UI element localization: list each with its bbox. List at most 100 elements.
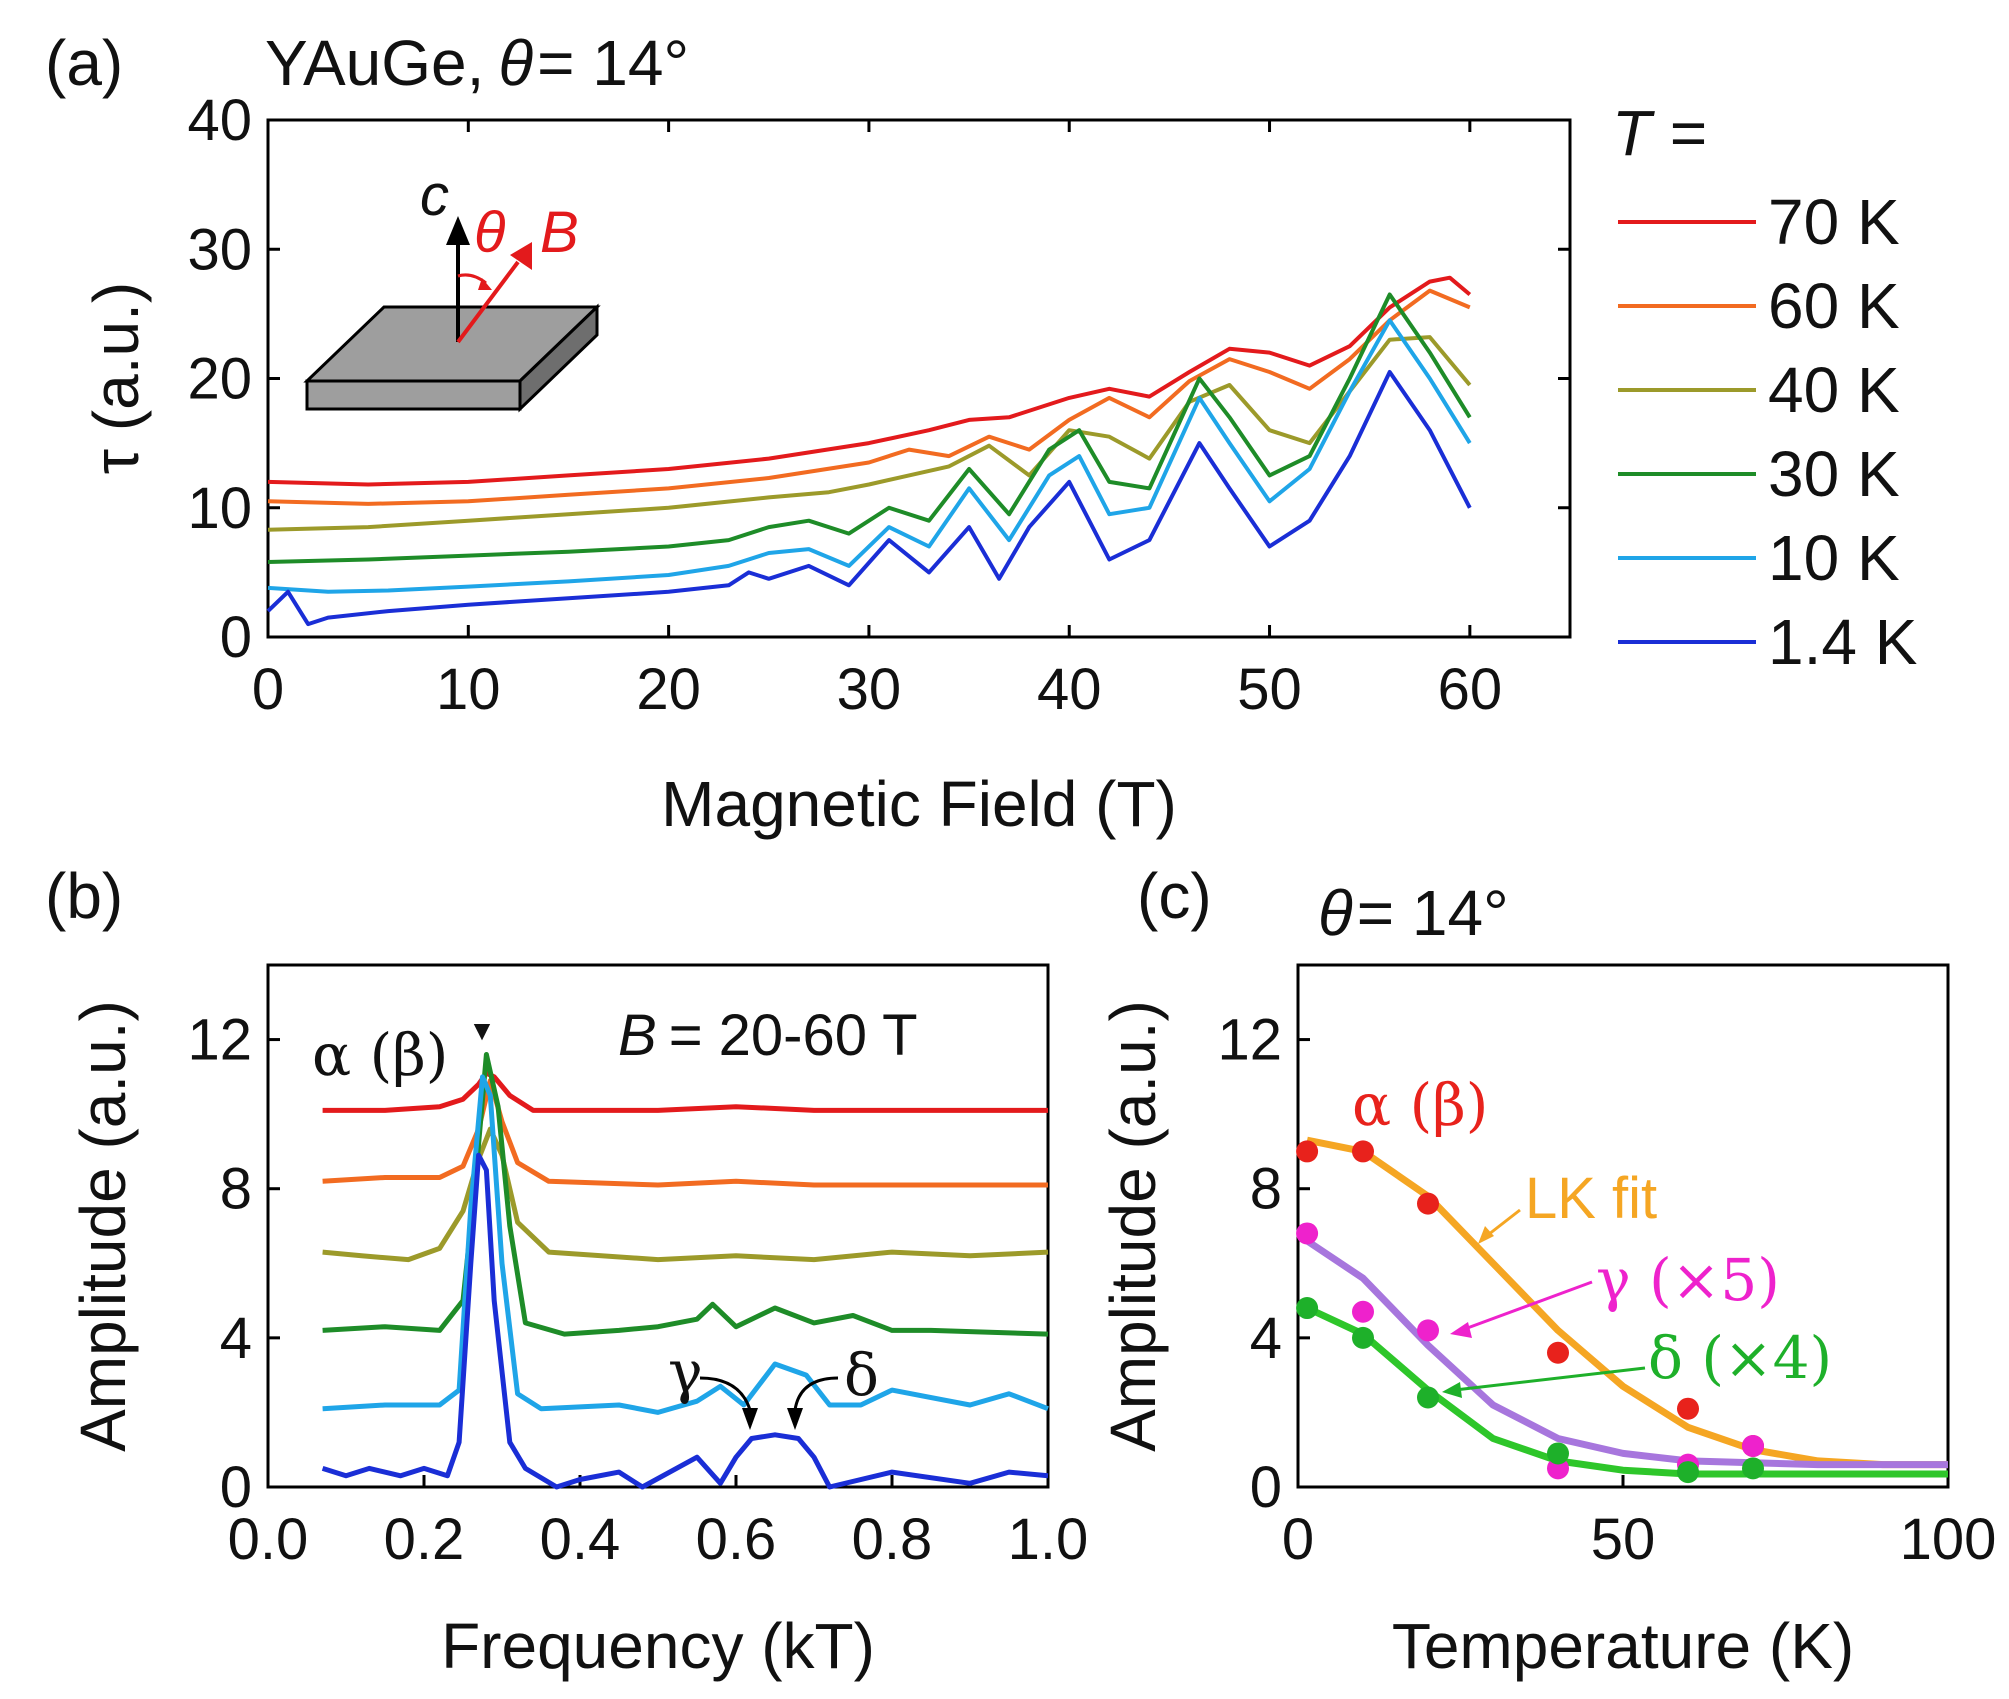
lk-arrowhead — [1478, 1226, 1494, 1244]
panel-b-spectrum-1 — [322, 1078, 1048, 1188]
gamma-c-arrow — [1461, 1280, 1593, 1332]
panel-a-title-prefix: YAuGe, — [265, 27, 484, 99]
b-field-arrowhead — [510, 242, 532, 270]
panel-c-title-suffix: = 14° — [1357, 877, 1509, 949]
panel-b-ylabel: Amplitude (a.u.) — [67, 1000, 139, 1452]
panel-c-point-0-2 — [1417, 1192, 1439, 1215]
panel-c-ylabel: Amplitude (a.u.) — [1097, 1000, 1169, 1452]
panel-b-xlabel: Frequency (kT) — [441, 1610, 875, 1682]
panel-c-ytick-label: 8 — [1250, 1157, 1282, 1222]
panel-c-fit-curve-1 — [1305, 1237, 1948, 1469]
panel-a-xlabel: Magnetic Field (T) — [661, 768, 1177, 840]
panel-b-gamma-label: γ — [668, 1338, 703, 1406]
panel-a-xtick-label: 30 — [837, 657, 902, 722]
panel-b-ytick-label: 8 — [220, 1157, 252, 1222]
panel-c-xtick-label: 0 — [1282, 1507, 1314, 1572]
panel-c-ytick-label: 4 — [1250, 1306, 1282, 1371]
panel-b-label: (b) — [45, 860, 123, 932]
panel-c-point-1-5 — [1742, 1434, 1764, 1457]
panel-a-series-line-2 — [267, 335, 1472, 532]
panel-b-frame — [266, 963, 1050, 1489]
panel-c-point-1-1 — [1352, 1300, 1374, 1323]
panel-a-label: (a) — [45, 27, 123, 99]
inset-theta-label: θ — [474, 200, 505, 265]
panel-b-peak-label: α (β) — [312, 1021, 448, 1089]
panel-a-ylabel: τ (a.u.) — [80, 282, 152, 474]
theta-arc-arrowhead — [478, 278, 492, 290]
panel-c-point-0-1 — [1352, 1140, 1374, 1163]
panel-c-point-2-1 — [1352, 1326, 1374, 1349]
panel-c-title-theta: θ — [1318, 877, 1353, 949]
legend-label-4: 10 K — [1768, 522, 1900, 594]
panel-b-series — [321, 1052, 1049, 1490]
panel-a-series-line-5 — [266, 370, 1472, 627]
panel-c-point-1-2 — [1417, 1319, 1439, 1342]
panel-c-point-1-0 — [1296, 1222, 1319, 1245]
panel-a-xtick-label: 10 — [436, 657, 501, 722]
legend-label-5: 1.4 K — [1768, 606, 1917, 678]
panel-a-xtick-label: 20 — [636, 657, 701, 722]
gamma-arrow — [699, 1376, 752, 1411]
panel-b-field-range: B = 20-60 T — [618, 1003, 918, 1068]
inset-b-label: B — [540, 200, 579, 265]
panel-a-xtick-label: 0 — [252, 657, 284, 722]
gamma-c-arrowhead — [1450, 1322, 1472, 1338]
delta-c-arrow — [1454, 1366, 1646, 1392]
inset-c-label: c — [420, 163, 449, 228]
panel-a-title-suffix: = 14° — [537, 27, 689, 99]
panel-c-gamma-label: γ (×5) — [1596, 1246, 1780, 1314]
panel-b-ytick-label: 12 — [187, 1008, 252, 1073]
panel-b-spectrum-5 — [321, 1152, 1049, 1490]
legend-label-2: 40 K — [1768, 354, 1900, 426]
panel-a-series-line-3 — [267, 292, 1472, 564]
panel-c-point-0-4 — [1677, 1397, 1699, 1420]
panel-c-point-2-0 — [1296, 1297, 1319, 1320]
panel-c-point-2-4 — [1677, 1461, 1699, 1484]
panel-b-delta-label: δ — [844, 1341, 879, 1409]
panel-a-series — [266, 275, 1472, 627]
panel-c-lk-label: LK fit — [1525, 1166, 1657, 1231]
panel-c-ticks: 0 50 100 0 4 8 12 — [1217, 1008, 1996, 1572]
panel-b-ticks: 0.0 0.2 0.4 0.6 0.8 1.0 0 4 8 12 — [187, 1008, 1088, 1572]
delta-c-arrowhead — [1442, 1382, 1462, 1398]
panel-b-spectrum-4 — [322, 1074, 1049, 1415]
panel-c-title: θ= 14° — [1318, 877, 1509, 949]
panel-c-xtick-label: 100 — [1900, 1507, 1997, 1572]
panel-b-xtick-label: 1.0 — [1008, 1507, 1089, 1572]
panel-b-xtick-label: 0.0 — [228, 1507, 309, 1572]
legend-title-text: T = — [1612, 97, 1706, 169]
legend-title: T = — [1612, 97, 1706, 169]
panel-a-ytick-label: 40 — [187, 88, 252, 153]
panel-c-point-0-0 — [1296, 1140, 1319, 1163]
panel-b-field-range-text: = 20-60 T — [669, 1003, 918, 1068]
legend-label-0: 70 K — [1768, 186, 1900, 258]
panel-b-peak-marker: ▼ — [468, 1015, 496, 1046]
panel-a-series-line-0 — [267, 275, 1472, 487]
c-axis-arrowhead — [446, 216, 470, 245]
panel-a-ytick-label: 10 — [187, 476, 252, 541]
panel-b-xtick-label: 0.6 — [696, 1507, 777, 1572]
sample-front-face — [305, 379, 522, 411]
panel-c-alpha-label: α (β) — [1352, 1071, 1488, 1139]
panel-a-title: YAuGe, θ= 14° — [265, 27, 689, 99]
panel-a-ticks: 0 10 20 30 40 50 60 0 10 20 30 40 — [187, 88, 1570, 722]
panel-c-xlabel: Temperature (K) — [1392, 1610, 1854, 1682]
panel-c-delta-label: δ (×4) — [1648, 1324, 1832, 1392]
panel-a-ytick-label: 30 — [187, 217, 252, 282]
panel-c-label: (c) — [1137, 860, 1212, 932]
legend-label-3: 30 K — [1768, 438, 1900, 510]
delta-arrowhead — [787, 1408, 803, 1430]
panel-a-series-line-1 — [267, 288, 1471, 506]
panel-a-series-line-4 — [267, 318, 1472, 594]
panel-c-point-2-2 — [1417, 1386, 1439, 1409]
delta-arrow — [793, 1376, 839, 1411]
b-field-arrow — [456, 260, 520, 344]
sample-side-face — [518, 303, 599, 413]
panel-a-xtick-label: 50 — [1237, 657, 1302, 722]
panel-c-ytick-label: 12 — [1217, 1008, 1282, 1073]
panel-a-ytick-label: 20 — [187, 347, 252, 412]
panel-c-fit-curve-2 — [1305, 1304, 1948, 1478]
gamma-arrowhead — [742, 1408, 758, 1430]
panel-c-fits — [1305, 1136, 1948, 1478]
